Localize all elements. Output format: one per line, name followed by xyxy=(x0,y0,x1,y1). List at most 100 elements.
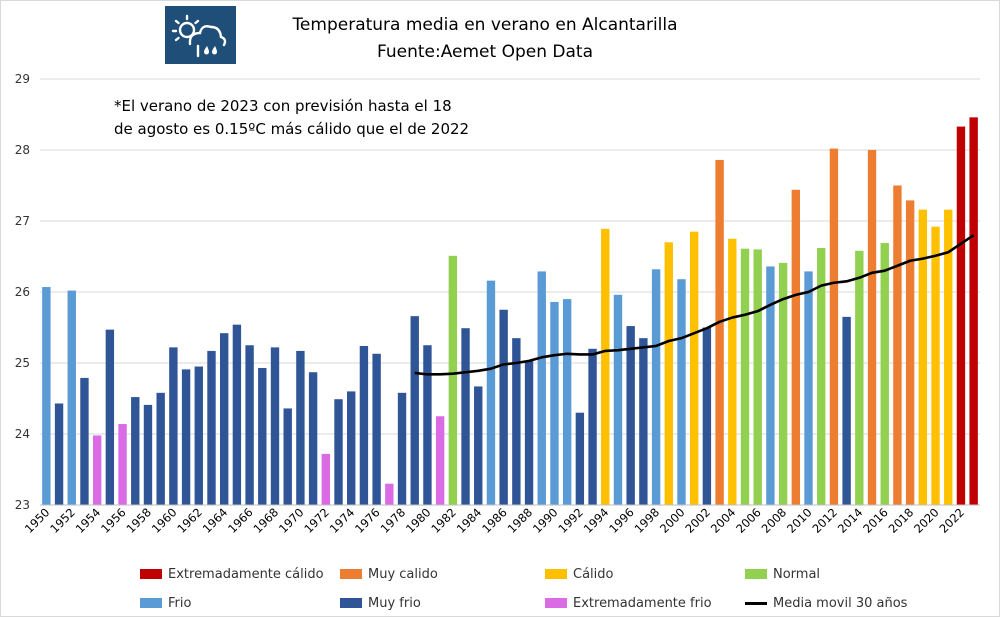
x-tick-label: 1986 xyxy=(479,505,510,536)
legend-label: Muy frio xyxy=(368,595,421,611)
legend-swatch xyxy=(140,598,162,608)
x-tick-label: 1970 xyxy=(276,505,307,536)
bar xyxy=(664,242,673,506)
x-tick-label: 1952 xyxy=(47,505,78,536)
x-tick-label: 2022 xyxy=(936,505,967,536)
x-tick-label: 1954 xyxy=(73,505,104,536)
legend-swatch xyxy=(140,569,162,579)
bar xyxy=(651,269,661,505)
legend-swatch xyxy=(745,601,767,605)
legend-label: Muy calido xyxy=(368,566,438,582)
x-tick-label: 2000 xyxy=(657,505,688,536)
x-tick-label: 2016 xyxy=(860,505,891,536)
legend-swatch xyxy=(340,569,362,579)
y-tick-label: 27 xyxy=(15,214,30,228)
bar xyxy=(67,290,76,505)
bar xyxy=(258,367,267,505)
y-tick-label: 23 xyxy=(15,498,30,512)
bar xyxy=(575,412,585,505)
legend-label: Frio xyxy=(168,595,192,611)
bar xyxy=(499,309,508,505)
legend-swatch xyxy=(340,598,362,608)
legend-swatch xyxy=(545,598,567,608)
x-tick-label: 1980 xyxy=(403,505,434,536)
x-tick-label: 1978 xyxy=(378,505,409,536)
legend-item: Cálido xyxy=(545,565,613,583)
legend-item: Normal xyxy=(745,565,820,583)
legend-item: Extremadamente frio xyxy=(545,594,712,612)
bar xyxy=(524,360,534,505)
x-tick-label: 1956 xyxy=(98,505,129,536)
bar xyxy=(232,324,242,505)
chart-title: Temperatura media en verano en Alcantari… xyxy=(292,15,678,35)
bar xyxy=(486,280,496,505)
bar xyxy=(550,301,559,505)
bar xyxy=(969,117,978,505)
bar xyxy=(118,424,127,505)
x-tick-label: 1984 xyxy=(454,505,485,536)
moving-average-line xyxy=(414,234,975,376)
x-tick-label: 1974 xyxy=(327,505,358,536)
bar xyxy=(512,338,521,505)
bar xyxy=(143,404,153,505)
bar xyxy=(689,231,699,505)
bar xyxy=(131,397,140,505)
x-tick-label: 2012 xyxy=(809,505,840,536)
y-tick-label: 26 xyxy=(15,285,30,299)
bar xyxy=(626,326,635,505)
x-tick-label: 1996 xyxy=(606,505,637,536)
bar xyxy=(296,350,305,505)
legend-label: Normal xyxy=(773,566,821,582)
y-tick-label: 25 xyxy=(15,356,30,370)
bar xyxy=(778,262,788,505)
bar xyxy=(702,327,712,505)
bar xyxy=(42,287,51,505)
bar xyxy=(474,386,483,505)
bar xyxy=(944,209,953,505)
y-tick-label: 28 xyxy=(15,143,30,157)
bar xyxy=(283,408,292,505)
bar xyxy=(740,248,750,505)
x-tick-label: 2004 xyxy=(708,505,739,536)
legend-swatch xyxy=(745,569,767,579)
bar xyxy=(893,185,902,505)
bar xyxy=(245,345,254,505)
bar xyxy=(880,243,889,505)
legend-item: Frio xyxy=(140,594,191,612)
annotation-note-line-2: de agosto es 0.15ºC más cálido que el de… xyxy=(114,120,470,138)
x-tick-label: 1972 xyxy=(301,505,332,536)
y-tick-label: 24 xyxy=(15,427,30,441)
x-tick-label: 2018 xyxy=(886,505,917,536)
weather-cloud-sun-rain-icon xyxy=(165,6,236,64)
bar xyxy=(423,345,432,505)
legend-item: Extremadamente cálido xyxy=(140,565,324,583)
bar xyxy=(613,294,623,505)
bar xyxy=(169,347,178,505)
legend-label: Extremadamente cálido xyxy=(168,566,324,582)
bar xyxy=(207,350,216,505)
legend-label: Extremadamente frio xyxy=(573,595,712,611)
bar xyxy=(715,159,724,505)
x-tick-label: 2006 xyxy=(733,505,764,536)
bar xyxy=(321,453,331,505)
bar xyxy=(448,255,458,505)
legend-swatch xyxy=(545,569,567,579)
bar xyxy=(410,316,419,505)
x-tick-label: 1976 xyxy=(352,505,383,536)
bar xyxy=(54,403,64,505)
x-tick-label: 2010 xyxy=(784,505,815,536)
bar xyxy=(855,250,864,505)
bar xyxy=(80,377,89,505)
bar xyxy=(791,189,801,505)
bar xyxy=(918,209,928,505)
bar xyxy=(753,249,762,505)
bar xyxy=(397,392,407,505)
x-tick-label: 2002 xyxy=(682,505,713,536)
bar xyxy=(766,266,775,505)
bar xyxy=(435,416,445,505)
x-tick-label: 1964 xyxy=(200,505,231,536)
bar xyxy=(601,228,610,505)
bar xyxy=(931,226,940,505)
x-tick-label: 1998 xyxy=(632,505,663,536)
